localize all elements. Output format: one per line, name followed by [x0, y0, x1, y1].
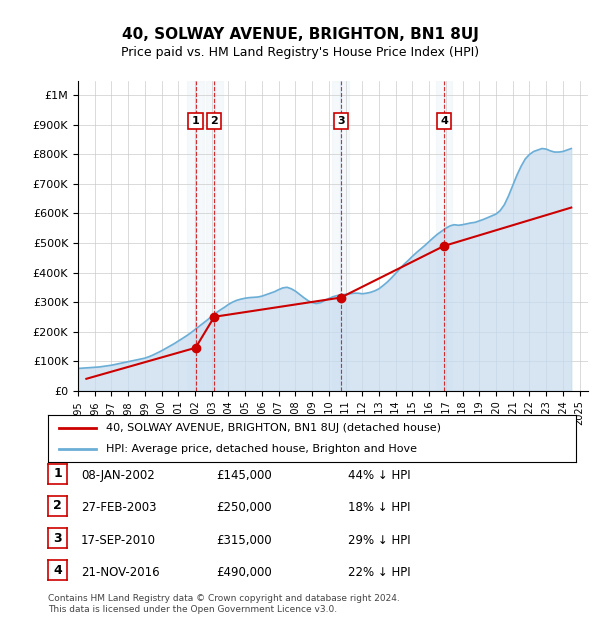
Text: 22% ↓ HPI: 22% ↓ HPI: [348, 566, 410, 578]
Text: 40, SOLWAY AVENUE, BRIGHTON, BN1 8UJ: 40, SOLWAY AVENUE, BRIGHTON, BN1 8UJ: [122, 27, 478, 42]
Bar: [436, 81, 452, 391]
Text: 40, SOLWAY AVENUE, BRIGHTON, BN1 8UJ (detached house): 40, SOLWAY AVENUE, BRIGHTON, BN1 8UJ (de…: [106, 423, 441, 433]
Bar: [443, 81, 445, 391]
Bar: [187, 81, 204, 391]
Text: 21-NOV-2016: 21-NOV-2016: [81, 566, 160, 578]
Text: 44% ↓ HPI: 44% ↓ HPI: [348, 469, 410, 482]
Bar: [206, 81, 223, 391]
Text: 1: 1: [191, 116, 199, 126]
Text: 4: 4: [440, 116, 448, 126]
Bar: [332, 81, 349, 391]
Text: 27-FEB-2003: 27-FEB-2003: [81, 502, 157, 514]
Text: £490,000: £490,000: [216, 566, 272, 578]
Text: 08-JAN-2002: 08-JAN-2002: [81, 469, 155, 482]
Text: 17-SEP-2010: 17-SEP-2010: [81, 534, 156, 546]
Text: Contains HM Land Registry data © Crown copyright and database right 2024.
This d: Contains HM Land Registry data © Crown c…: [48, 595, 400, 614]
Text: 2: 2: [53, 500, 62, 512]
Text: £145,000: £145,000: [216, 469, 272, 482]
Bar: [195, 81, 196, 391]
Text: 18% ↓ HPI: 18% ↓ HPI: [348, 502, 410, 514]
Text: HPI: Average price, detached house, Brighton and Hove: HPI: Average price, detached house, Brig…: [106, 444, 417, 454]
Text: 4: 4: [53, 564, 62, 577]
Text: 29% ↓ HPI: 29% ↓ HPI: [348, 534, 410, 546]
Text: £315,000: £315,000: [216, 534, 272, 546]
Text: £250,000: £250,000: [216, 502, 272, 514]
Bar: [214, 81, 215, 391]
Bar: [340, 81, 341, 391]
Text: 3: 3: [53, 532, 62, 544]
Text: Price paid vs. HM Land Registry's House Price Index (HPI): Price paid vs. HM Land Registry's House …: [121, 46, 479, 59]
Text: 3: 3: [337, 116, 344, 126]
Text: 1: 1: [53, 467, 62, 480]
Text: 2: 2: [211, 116, 218, 126]
